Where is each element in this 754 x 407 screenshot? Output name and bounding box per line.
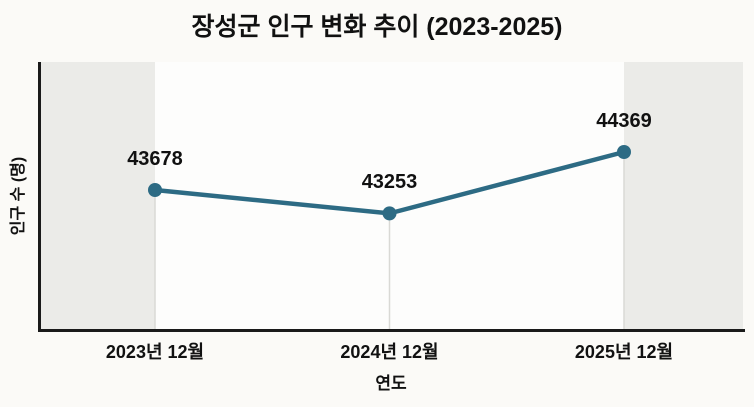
x-tick-label-0: 2023년 12월 <box>105 342 205 362</box>
data-point-label-2: 44369 <box>596 110 652 132</box>
y-axis-title: 인구 수 (명) <box>10 156 27 236</box>
y-axis-line <box>38 62 41 330</box>
data-point-marker-2 <box>617 145 631 159</box>
data-point-marker-0 <box>148 183 162 198</box>
data-point-label-1: 43253 <box>361 171 418 194</box>
data-point-marker-1 <box>382 206 397 221</box>
right-margin-band <box>624 62 743 329</box>
data-point-label-0: 43678 <box>127 148 183 170</box>
x-axis-line <box>38 329 745 332</box>
left-margin-band <box>41 62 155 329</box>
line-series-canvas <box>148 145 631 330</box>
x-tick-label-1: 2024년 12월 <box>340 342 439 362</box>
x-axis-title: 연도 <box>375 374 407 393</box>
x-tick-label-2: 2025년 12월 <box>574 342 674 362</box>
chart-title: 장성군 인구 변화 추이 (2023-2025) <box>191 13 563 41</box>
